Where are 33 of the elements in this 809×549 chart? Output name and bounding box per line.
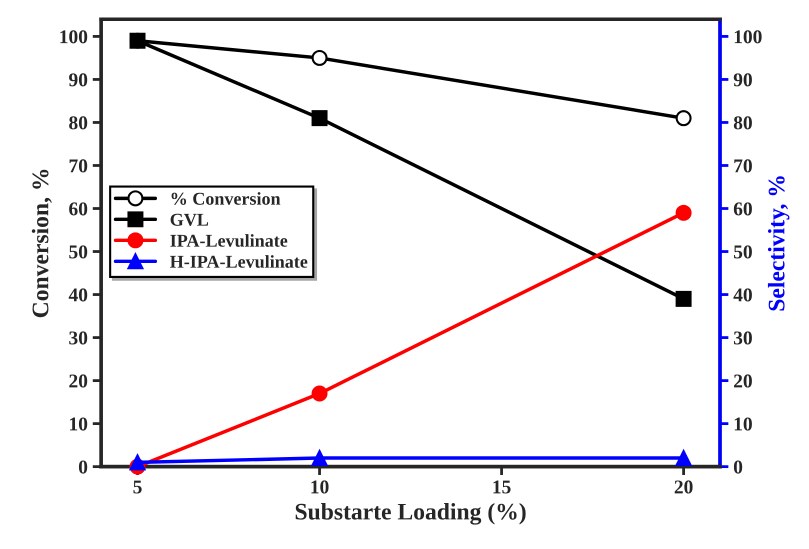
y2-tick-label: 100 xyxy=(734,30,762,44)
y2-tick-label: 0 xyxy=(734,460,742,474)
y-tick-label: 90 xyxy=(69,73,88,86)
y-tick-label: 50 xyxy=(69,245,88,258)
x-tick-label: 5 xyxy=(133,480,142,494)
legend-label: GVL xyxy=(170,214,208,226)
legend-label: IPA-Levulinate xyxy=(170,234,288,247)
y-tick-label: 20 xyxy=(69,374,88,388)
y2-tick-label: 70 xyxy=(734,159,752,172)
y-axis-title: Conversion, % xyxy=(32,170,52,318)
y2-tick-label: 20 xyxy=(734,374,752,388)
x-tick-label: 15 xyxy=(493,480,511,494)
x-axis-title: Substarte Loading (%) xyxy=(296,503,526,525)
y-tick-label: 40 xyxy=(68,288,88,302)
y-tick-label: 10 xyxy=(70,417,88,431)
y2-axis-title: Selectivity, % xyxy=(768,176,790,311)
x-tick-label: 10 xyxy=(311,480,329,494)
y2-tick-label: 30 xyxy=(734,331,752,345)
y-tick-label: 0 xyxy=(78,460,88,474)
y-tick-label: 80 xyxy=(69,116,88,130)
legend-label: % Conversion xyxy=(172,192,280,205)
y2-tick-label: 50 xyxy=(734,245,752,258)
y2-tick-label: 10 xyxy=(734,417,752,431)
y-tick-label: 30 xyxy=(69,331,88,345)
y-tick-label: 100 xyxy=(60,30,88,44)
x-tick-label: 20 xyxy=(674,480,693,494)
y2-tick-label: 90 xyxy=(734,73,752,86)
y2-tick-label: 60 xyxy=(734,202,752,216)
legend-label: H-IPA-Levulinate xyxy=(170,255,308,268)
y-tick-label: 60 xyxy=(69,202,88,216)
y2-tick-label: 80 xyxy=(734,116,752,130)
y-tick-label: 70 xyxy=(70,159,88,172)
y2-tick-label: 40 xyxy=(733,288,752,302)
